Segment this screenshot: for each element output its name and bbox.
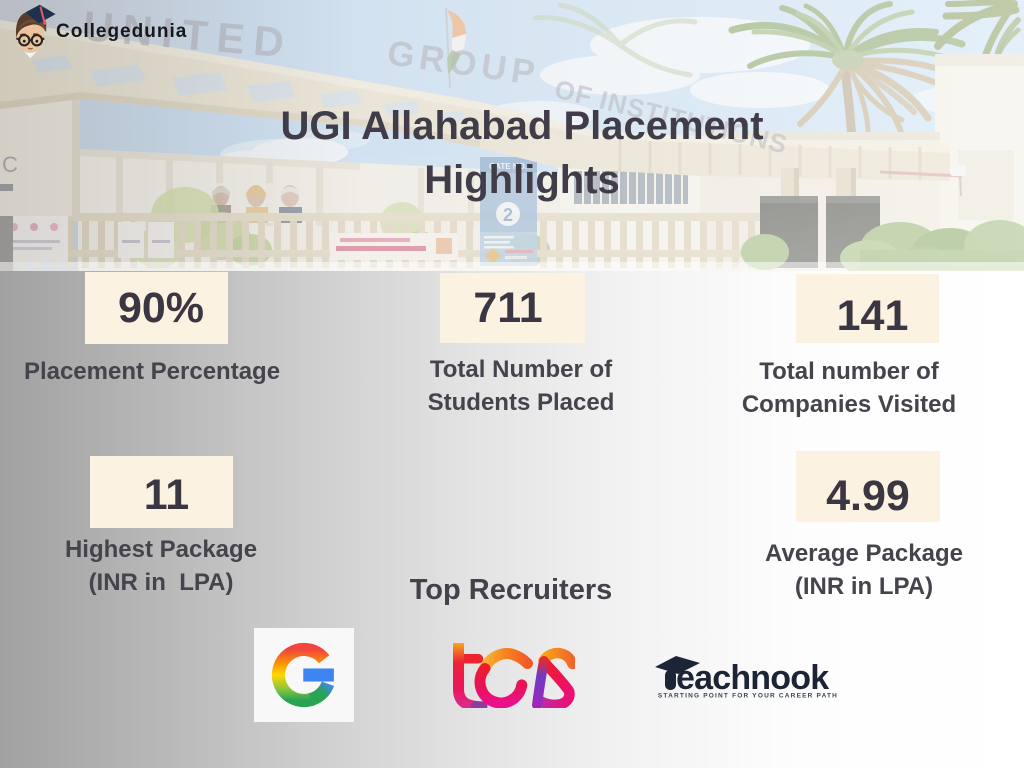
svg-text:eachnook: eachnook [676,659,829,697]
svg-text:STARTING POINT FOR YOUR CAREER: STARTING POINT FOR YOUR CAREER PATH [658,693,838,700]
